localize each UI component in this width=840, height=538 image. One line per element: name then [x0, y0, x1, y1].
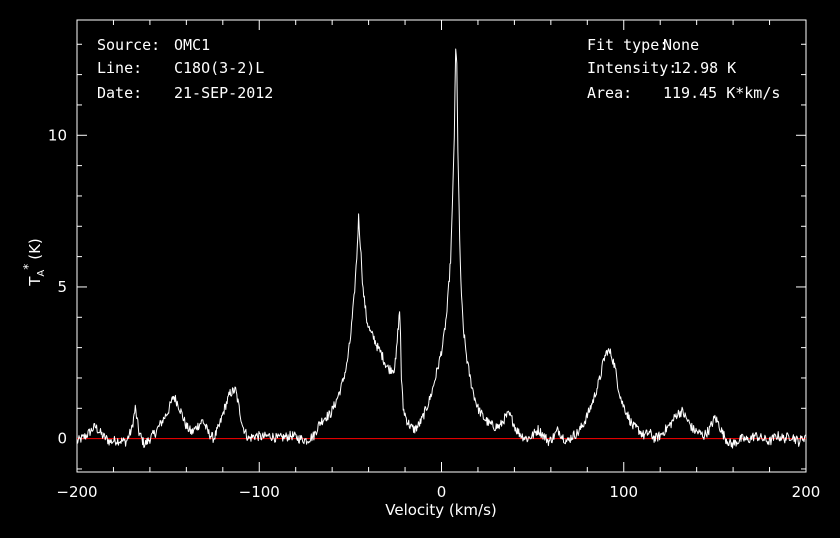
fit-type-value: None: [663, 36, 699, 54]
source-key: Source:: [97, 36, 160, 54]
y-tick-label: 10: [48, 126, 67, 144]
y-axis-label-main: T: [26, 276, 44, 287]
y-ticks: 0 5 10: [48, 43, 806, 470]
date-value: 21-SEP-2012: [174, 84, 273, 102]
x-tick-label: −100: [239, 483, 280, 501]
x-tick-label: 100: [609, 483, 638, 501]
y-axis-label-sup: *: [21, 264, 35, 270]
svg-text:TA*(K): TA* (K): [21, 238, 47, 287]
line-value: C18O(3-2)L: [174, 59, 264, 77]
area-value: 119.45 K*km/s: [663, 84, 780, 102]
source-value: OMC1: [174, 36, 210, 54]
x-ticks: −200 −100 0 100 200: [56, 20, 820, 501]
x-tick-label: −200: [56, 483, 97, 501]
intensity-key: Intensity:: [587, 59, 677, 77]
fit-type-key: Fit type:: [587, 36, 668, 54]
y-axis-label-sub: A: [36, 270, 47, 277]
y-axis-label-unit: (K): [26, 238, 44, 260]
header-left: Source: OMC1 Line: C18O(3-2)L Date: 21-S…: [97, 36, 273, 102]
date-key: Date:: [97, 84, 142, 102]
y-axis-label: TA* (K): [21, 238, 47, 287]
header-right: Fit type: None Intensity: 12.98 K Area: …: [587, 36, 780, 102]
x-tick-label: 0: [437, 483, 447, 501]
spectrum-line: [76, 48, 807, 449]
y-tick-label: 0: [57, 430, 67, 448]
y-tick-label: 5: [57, 278, 67, 296]
x-tick-label: 200: [792, 483, 821, 501]
area-key: Area:: [587, 84, 632, 102]
intensity-value: 12.98 K: [673, 59, 736, 77]
line-key: Line:: [97, 59, 142, 77]
x-axis-label: Velocity (km/s): [385, 501, 496, 519]
